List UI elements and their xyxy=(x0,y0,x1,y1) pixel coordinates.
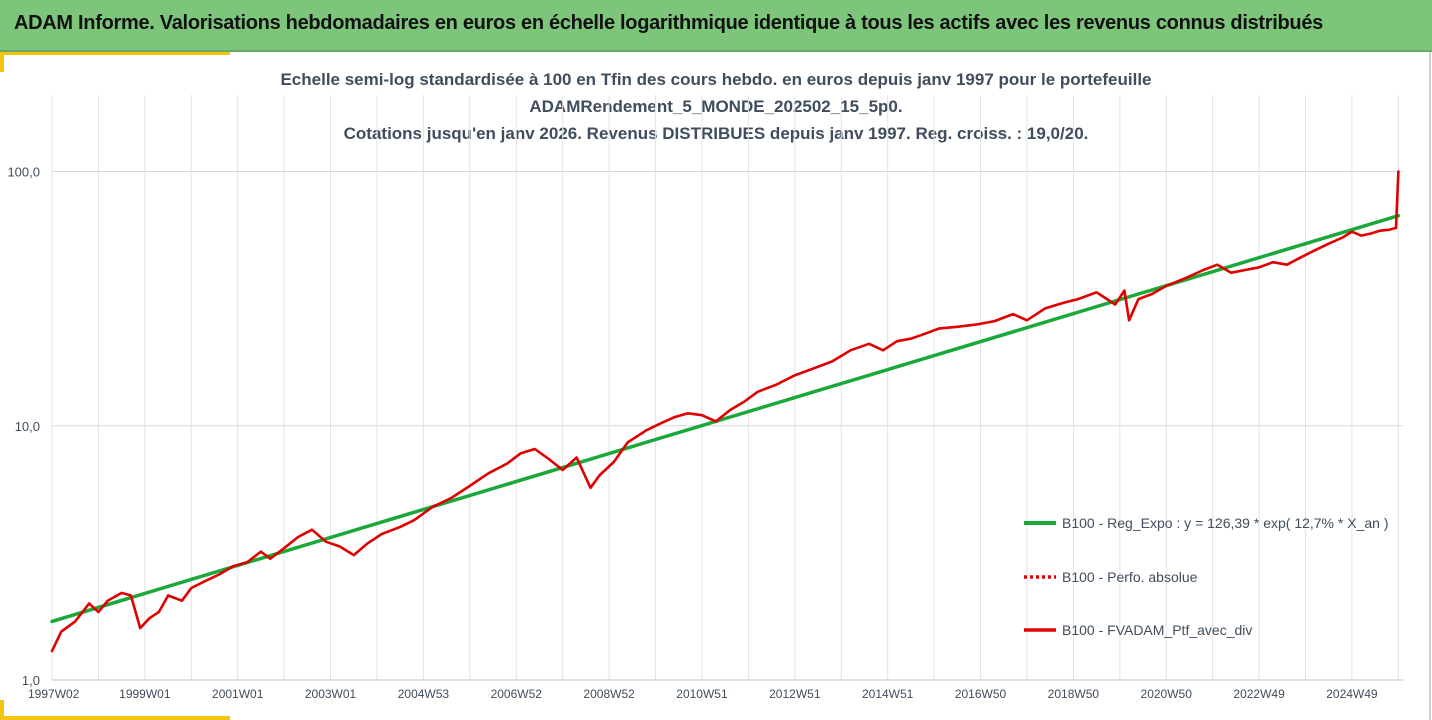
accent-bar-top xyxy=(0,52,230,55)
frame-right-border xyxy=(1429,52,1431,720)
report-title: ADAM Informe. Valorisations hebdomadaire… xyxy=(14,12,1323,34)
legend-label: B100 - Reg_Expo : y = 126,39 * exp( 12,7… xyxy=(1062,515,1388,531)
x-tick-label: 2014W51 xyxy=(862,687,914,701)
chart-title-line-2: ADAMRendement_5_MONDE_202502_15_5p0. xyxy=(529,97,903,116)
x-tick-label: 1999W01 xyxy=(119,687,171,701)
grid-lines xyxy=(51,95,1403,681)
x-tick-label: 2004W53 xyxy=(398,687,450,701)
x-tick-label: 2018W50 xyxy=(1048,687,1100,701)
report-banner: ADAM Informe. Valorisations hebdomadaire… xyxy=(0,0,1432,50)
x-tick-label: 2016W50 xyxy=(955,687,1007,701)
x-tick-label: 2010W51 xyxy=(676,687,728,701)
banner-divider xyxy=(0,50,1432,52)
portfolio-line xyxy=(50,170,1400,653)
accent-bar-bottom xyxy=(0,716,230,720)
x-tick-label: 2024W49 xyxy=(1326,687,1378,701)
legend: B100 - Reg_Expo : y = 126,39 * exp( 12,7… xyxy=(1024,515,1388,638)
y-tick-label: 100,0 xyxy=(7,165,40,180)
x-tick-label: 2022W49 xyxy=(1233,687,1285,701)
legend-label: B100 - FVADAM_Ptf_avec_div xyxy=(1062,622,1252,638)
x-tick-label: 2001W01 xyxy=(212,687,264,701)
regression-line xyxy=(50,213,1401,624)
y-tick-label: 10,0 xyxy=(15,419,40,434)
x-tick-label: 2012W51 xyxy=(769,687,821,701)
x-tick-label: 1997W02 xyxy=(28,687,80,701)
chart-title-line-1: Echelle semi-log standardisée à 100 en T… xyxy=(280,70,1152,89)
y-tick-label: 1,0 xyxy=(22,673,40,688)
x-tick-label: 2003W01 xyxy=(305,687,357,701)
chart-title-line-3: Cotations jusqu'en janv 2026. Revenus DI… xyxy=(343,124,1089,143)
x-tick-label: 2008W52 xyxy=(583,687,635,701)
x-axis-ticks: 1997W02 1999W01 2001W01 2003W01 2004W53 2006W… xyxy=(28,687,1378,701)
x-tick-label: 2006W52 xyxy=(491,687,543,701)
accent-bar-left-top xyxy=(0,52,4,72)
legend-label: B100 - Perfo. absolue xyxy=(1062,569,1198,585)
y-axis-ticks: 1,0 10,0 100,0 xyxy=(7,165,40,688)
x-tick-label: 2020W50 xyxy=(1141,687,1193,701)
accent-bar-left-bottom xyxy=(0,700,4,720)
series-layer xyxy=(50,170,1401,653)
